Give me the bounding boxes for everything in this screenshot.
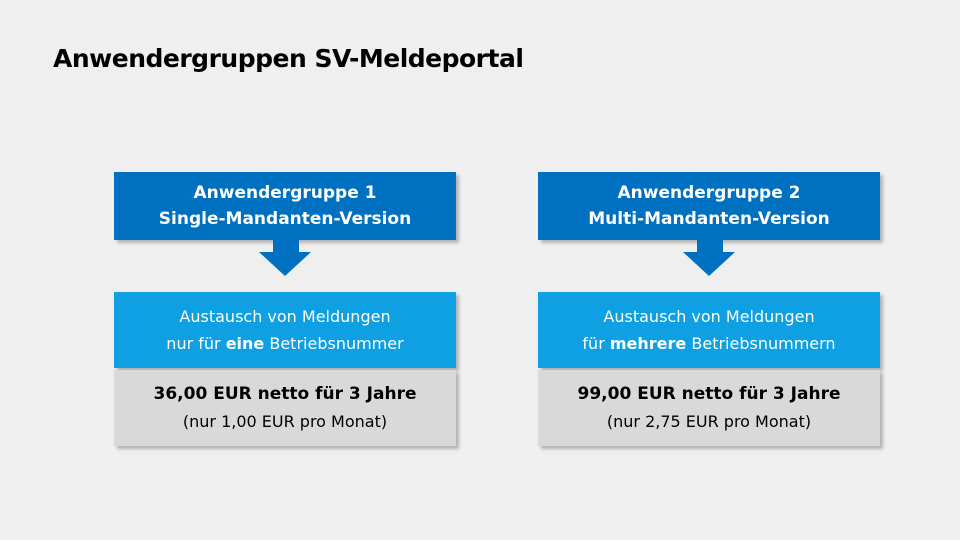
group-2-header: Anwendergruppe 2 Multi-Mandanten-Version: [538, 172, 880, 240]
group-2-column: Anwendergruppe 2 Multi-Mandanten-Version…: [538, 172, 880, 446]
group-1-version: Single-Mandanten-Version: [158, 209, 412, 229]
group-2-price: 99,00 EUR netto für 3 Jahre (nur 2,75 EU…: [538, 370, 880, 446]
group-1-price: 36,00 EUR netto für 3 Jahre (nur 1,00 EU…: [114, 370, 456, 446]
price-text: 36,00 EUR netto für 3 Jahre: [153, 384, 417, 404]
description-line: Austausch von Meldungen: [179, 307, 391, 326]
arrow-down-icon: [114, 240, 456, 292]
monthly-text: (nur 2,75 EUR pro Monat): [606, 412, 812, 431]
group-2-description: Austausch von Meldungen für mehrere Betr…: [538, 292, 880, 368]
group-2-version: Multi-Mandanten-Version: [588, 209, 830, 229]
page-title: Anwendergruppen SV-Meldeportal: [53, 44, 524, 73]
group-1-description: Austausch von Meldungen nur für eine Bet…: [114, 292, 456, 368]
description-line: für mehrere Betriebsnummern: [582, 334, 836, 353]
arrow-down-icon: [538, 240, 880, 292]
description-line: nur für eine Betriebsnummer: [166, 334, 404, 353]
group-1-column: Anwendergruppe 1 Single-Mandanten-Versio…: [114, 172, 456, 446]
price-text: 99,00 EUR netto für 3 Jahre: [577, 384, 841, 404]
group-1-header: Anwendergruppe 1 Single-Mandanten-Versio…: [114, 172, 456, 240]
description-line: Austausch von Meldungen: [603, 307, 815, 326]
group-2-name: Anwendergruppe 2: [617, 183, 801, 203]
monthly-text: (nur 1,00 EUR pro Monat): [182, 412, 388, 431]
group-1-name: Anwendergruppe 1: [193, 183, 377, 203]
